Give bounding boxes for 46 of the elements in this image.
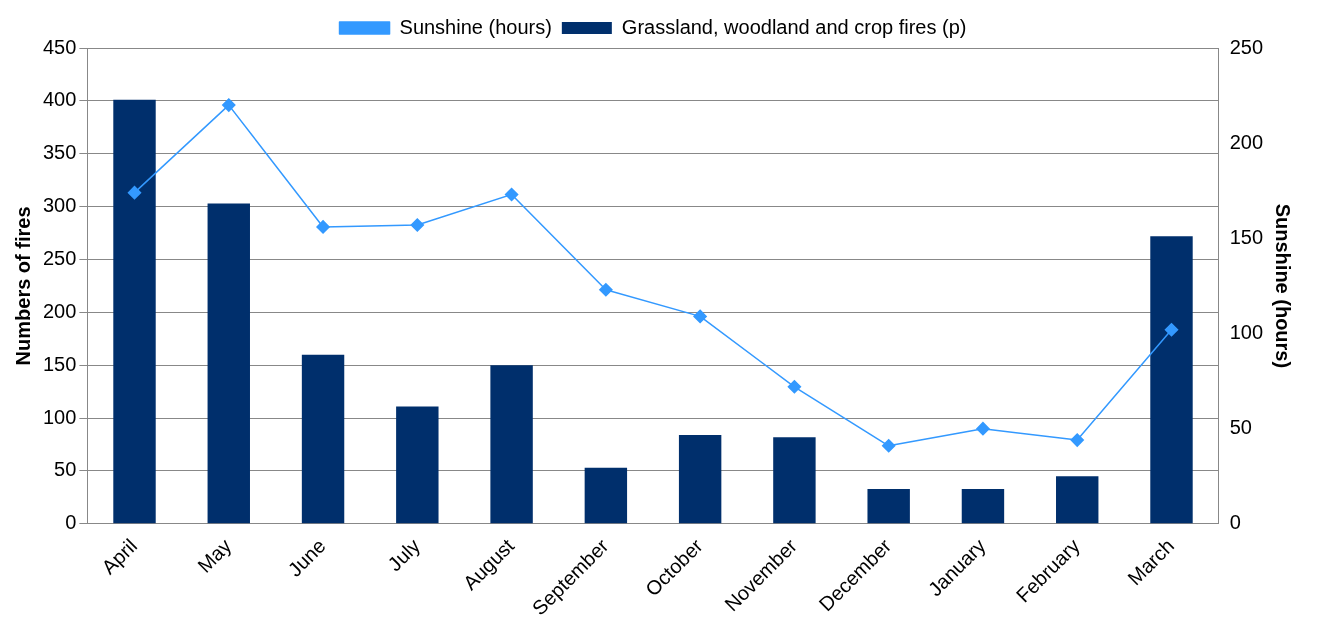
bar <box>1056 476 1099 524</box>
y2-tick-label: 50 <box>1229 416 1252 439</box>
point <box>976 421 990 436</box>
y2-axis-title: Sunshine (hours) <box>1272 203 1295 369</box>
bar <box>113 99 156 524</box>
y-tick-label: 50 <box>54 458 77 481</box>
y-tick-label: 300 <box>42 194 77 217</box>
point <box>1164 322 1179 337</box>
y2-tick-label: 150 <box>1229 225 1264 248</box>
point <box>316 220 330 234</box>
point <box>693 309 707 324</box>
y-tick-label: 350 <box>42 141 77 164</box>
bar <box>207 203 250 524</box>
bar <box>1150 236 1193 524</box>
bar <box>773 437 816 524</box>
y2-tick-label: 0 <box>1229 511 1241 534</box>
point <box>504 187 519 202</box>
y-tick-label: 150 <box>42 352 77 375</box>
y-tick-label: 400 <box>42 88 77 111</box>
point <box>127 185 142 200</box>
y-tick-label: 450 <box>42 35 77 58</box>
point <box>410 218 425 232</box>
y-tick-label: 100 <box>42 405 77 428</box>
bar <box>961 488 1005 524</box>
point <box>787 380 802 394</box>
y-tick-label: 0 <box>65 511 77 534</box>
x-tick-label: July <box>383 534 425 576</box>
legend-label: Sunshine (hours) <box>399 15 552 38</box>
bar <box>584 467 628 524</box>
y-tick-label: 200 <box>42 299 77 322</box>
y2-tick-label: 200 <box>1229 130 1264 153</box>
y-axis-title: Numbers of fires <box>11 206 34 366</box>
bar <box>678 435 722 524</box>
x-tick-label: May <box>193 534 236 577</box>
point <box>222 98 236 112</box>
y2-tick-label: 100 <box>1229 321 1264 344</box>
y2-tick-label: 250 <box>1229 35 1264 58</box>
point <box>1070 433 1084 447</box>
point <box>881 439 896 453</box>
legend-label: Grassland, woodland and crop fires (p) <box>621 15 967 38</box>
y-tick-label: 250 <box>42 247 77 270</box>
bar <box>490 365 533 524</box>
bar <box>867 488 910 524</box>
point <box>599 282 613 297</box>
bar <box>301 354 345 524</box>
bar <box>396 406 439 524</box>
